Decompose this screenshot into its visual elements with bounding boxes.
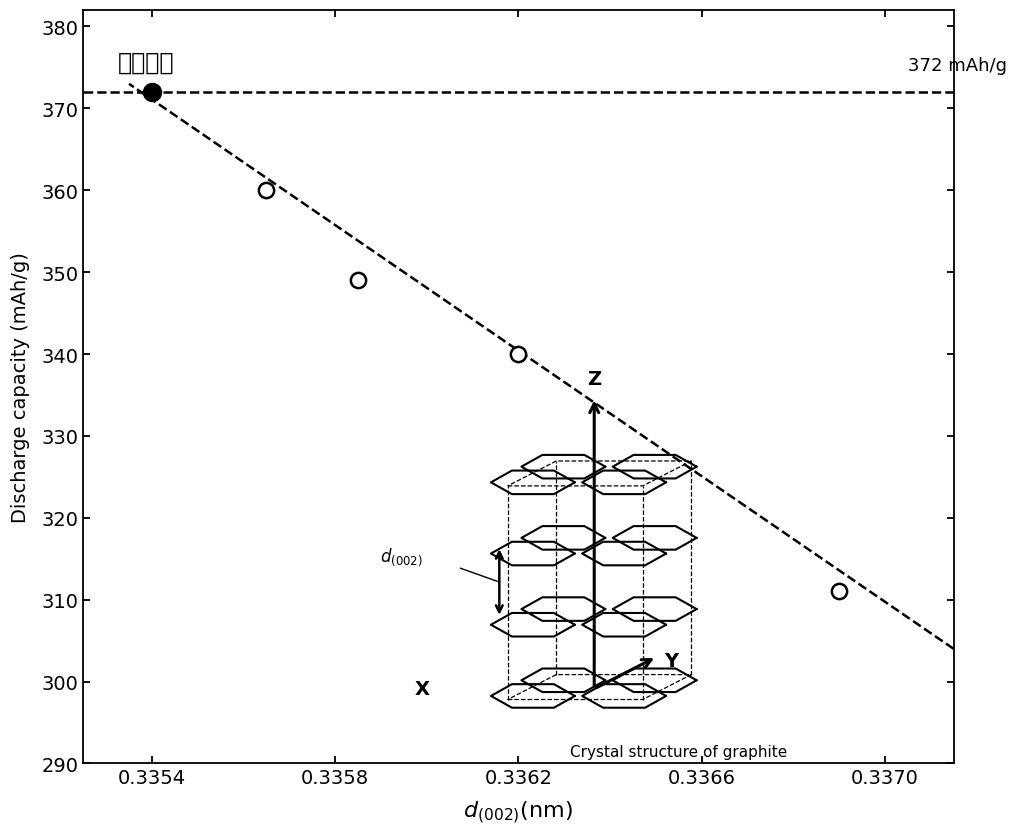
Text: 372 mAh/g: 372 mAh/g <box>908 57 1007 75</box>
Text: $d_{(002)}$: $d_{(002)}$ <box>380 546 423 568</box>
Text: X: X <box>415 680 430 699</box>
Text: Y: Y <box>664 650 678 670</box>
Text: Crystal structure of graphite: Crystal structure of graphite <box>570 745 788 760</box>
Text: 理論容量: 理論容量 <box>119 51 175 75</box>
Text: Z: Z <box>588 370 601 389</box>
X-axis label: $d_{(002)}$(nm): $d_{(002)}$(nm) <box>464 798 573 825</box>
Y-axis label: Discharge capacity (mAh/g): Discharge capacity (mAh/g) <box>11 252 30 522</box>
